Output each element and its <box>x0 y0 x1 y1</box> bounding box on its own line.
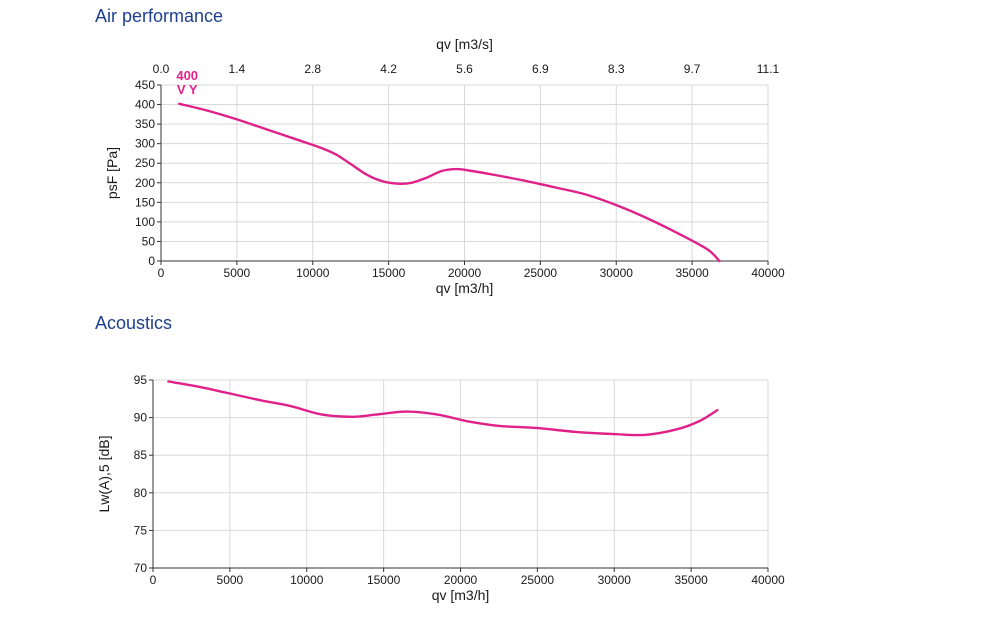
acoustics-title: Acoustics <box>95 313 173 333</box>
air-chart-x2-tick-label-7: 9.7 <box>684 62 701 76</box>
acoustics-chart-x-tick-label-7: 35000 <box>674 573 708 587</box>
air-chart-y-tick-label-0: 0 <box>148 254 155 268</box>
air-performance-title: Air performance <box>95 6 224 26</box>
air-chart-x2-tick-label-4: 5.6 <box>456 62 473 76</box>
air-chart-y-tick-label-9: 450 <box>135 78 155 92</box>
air-chart-series-0-line <box>178 102 721 263</box>
air-chart-y-tick-label-7: 350 <box>135 117 155 131</box>
air-chart-x2-tick-label-8: 11.1 <box>757 62 780 76</box>
air-chart-curve-label-0: 400 <box>176 68 198 83</box>
acoustics-chart-y-tick-label-0: 70 <box>134 561 148 575</box>
acoustics-chart-x-tick-label-8: 40000 <box>751 573 785 587</box>
acoustics-chart-y-tick-label-5: 95 <box>134 373 148 387</box>
acoustics-chart-x-axis-title: qv [m3/h] <box>432 587 490 603</box>
acoustics-chart-x-tick-label-2: 10000 <box>290 573 324 587</box>
air-chart-x2-tick-label-5: 6.9 <box>532 62 549 76</box>
air-chart-y-tick-label-5: 250 <box>135 156 155 170</box>
air-chart-y-tick-label-6: 300 <box>135 137 155 151</box>
acoustics-chart-y-tick-label-3: 85 <box>134 448 148 462</box>
air-chart-x-tick-label-4: 20000 <box>448 266 482 280</box>
air-chart-x-tick-label-1: 5000 <box>224 266 251 280</box>
air-chart-x2-axis-title: qv [m3/s] <box>436 36 493 52</box>
air-chart-x-axis-title: qv [m3/h] <box>436 280 494 296</box>
air-chart-y-tick-label-4: 200 <box>135 176 155 190</box>
air-chart-x-tick-label-6: 30000 <box>600 266 634 280</box>
acoustics-chart-x-tick-label-4: 20000 <box>444 573 478 587</box>
air-chart-curve-label-1: V Y <box>177 82 198 97</box>
acoustics-chart-y-tick-label-4: 90 <box>134 411 148 425</box>
acoustics-chart-x-tick-label-3: 15000 <box>367 573 401 587</box>
acoustics-chart-y-tick-label-1: 75 <box>134 523 148 537</box>
air-chart-x-tick-label-8: 40000 <box>751 266 785 280</box>
acoustics-chart-x-tick-label-1: 5000 <box>217 573 244 587</box>
acoustics-chart-x-tick-label-6: 30000 <box>598 573 632 587</box>
acoustics-chart-x-tick-label-5: 25000 <box>521 573 555 587</box>
acoustics-chart-y-tick-label-2: 80 <box>134 486 148 500</box>
air-chart-y-tick-label-3: 150 <box>135 195 155 209</box>
air-chart-x2-tick-label-6: 8.3 <box>608 62 625 76</box>
air-chart-x2-tick-label-2: 2.8 <box>304 62 321 76</box>
air-chart-x-tick-label-5: 25000 <box>524 266 558 280</box>
air-chart-x-tick-label-0: 0 <box>158 266 165 280</box>
acoustics-chart-series-0-line <box>167 380 719 437</box>
air-chart-x-tick-label-3: 15000 <box>372 266 406 280</box>
air-chart-y-tick-label-8: 400 <box>135 98 155 112</box>
air-chart-y-tick-label-1: 50 <box>142 234 156 248</box>
air-chart-x2-tick-label-3: 4.2 <box>380 62 397 76</box>
acoustics-chart-x-tick-label-0: 0 <box>150 573 157 587</box>
air-chart-y-tick-label-2: 100 <box>135 215 155 229</box>
air-chart-x-tick-label-7: 35000 <box>675 266 709 280</box>
air-chart-x2-tick-label-0: 0.0 <box>153 62 170 76</box>
air-chart-y-axis-title: psF [Pa] <box>104 147 120 199</box>
air-chart-x2-tick-label-1: 1.4 <box>229 62 246 76</box>
air-chart-x-tick-label-2: 10000 <box>296 266 330 280</box>
acoustics-chart-y-axis-title: Lw(A),5 [dB] <box>96 435 112 512</box>
